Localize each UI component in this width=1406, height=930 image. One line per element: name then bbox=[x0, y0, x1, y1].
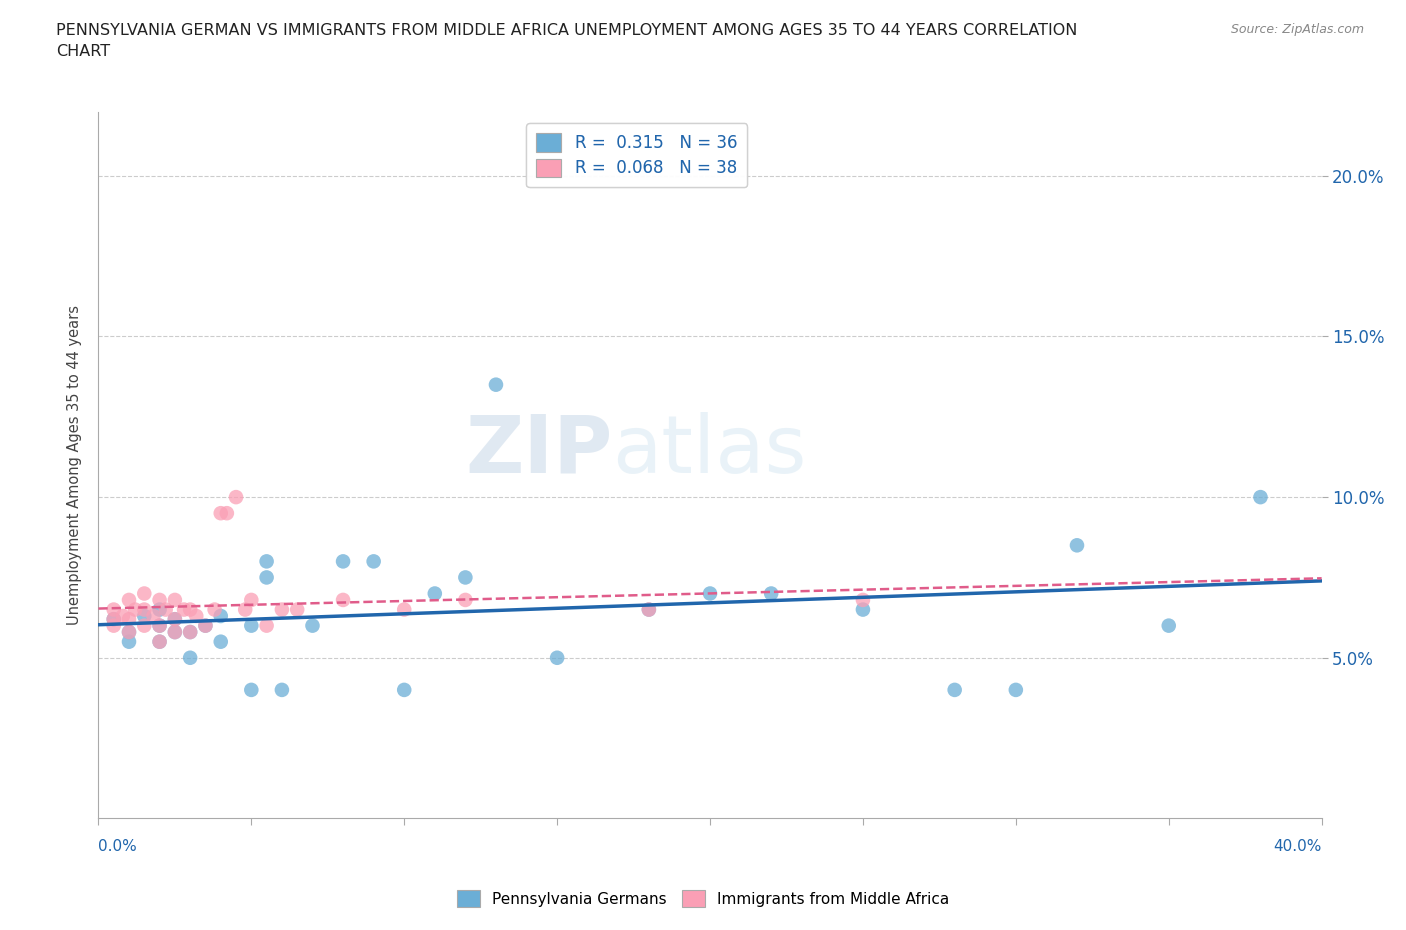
Point bbox=[134, 618, 156, 633]
Point bbox=[149, 634, 172, 649]
Point bbox=[194, 618, 217, 633]
Point bbox=[1004, 683, 1026, 698]
Point bbox=[233, 602, 256, 617]
Point bbox=[240, 618, 263, 633]
Point bbox=[149, 618, 172, 633]
Point bbox=[363, 554, 385, 569]
Point bbox=[155, 602, 177, 617]
Point bbox=[285, 602, 308, 617]
Point bbox=[256, 554, 278, 569]
Point bbox=[332, 554, 354, 569]
Point bbox=[118, 592, 141, 607]
Point bbox=[392, 683, 416, 698]
Point bbox=[179, 625, 201, 640]
Point bbox=[270, 683, 292, 698]
Point bbox=[209, 506, 232, 521]
Point bbox=[852, 602, 875, 617]
Point bbox=[111, 608, 134, 623]
Point bbox=[637, 602, 661, 617]
Point bbox=[118, 634, 141, 649]
Point bbox=[163, 592, 186, 607]
Point bbox=[103, 618, 125, 633]
Point bbox=[332, 592, 354, 607]
Text: PENNSYLVANIA GERMAN VS IMMIGRANTS FROM MIDDLE AFRICA UNEMPLOYMENT AMONG AGES 35 : PENNSYLVANIA GERMAN VS IMMIGRANTS FROM M… bbox=[56, 23, 1077, 60]
Point bbox=[423, 586, 446, 601]
Point bbox=[637, 602, 661, 617]
Point bbox=[240, 592, 263, 607]
Point bbox=[215, 506, 238, 521]
Text: Source: ZipAtlas.com: Source: ZipAtlas.com bbox=[1230, 23, 1364, 36]
Point bbox=[256, 570, 278, 585]
Point bbox=[134, 602, 156, 617]
Text: 40.0%: 40.0% bbox=[1274, 839, 1322, 854]
Point bbox=[759, 586, 782, 601]
Point bbox=[179, 602, 201, 617]
Point bbox=[179, 625, 201, 640]
Point bbox=[186, 608, 208, 623]
Point bbox=[209, 634, 232, 649]
Point bbox=[699, 586, 721, 601]
Point bbox=[118, 625, 141, 640]
Point bbox=[301, 618, 323, 633]
Point bbox=[179, 650, 201, 665]
Point bbox=[118, 612, 141, 627]
Point bbox=[103, 612, 125, 627]
Point bbox=[194, 618, 217, 633]
Point bbox=[149, 618, 172, 633]
Legend: R =  0.315   N = 36, R =  0.068   N = 38: R = 0.315 N = 36, R = 0.068 N = 38 bbox=[526, 124, 747, 188]
Point bbox=[142, 608, 165, 623]
Point bbox=[103, 612, 125, 627]
Point bbox=[124, 602, 146, 617]
Text: ZIP: ZIP bbox=[465, 412, 612, 490]
Point bbox=[134, 586, 156, 601]
Point bbox=[852, 592, 875, 607]
Point bbox=[225, 490, 247, 505]
Point bbox=[134, 608, 156, 623]
Point bbox=[392, 602, 416, 617]
Point bbox=[1157, 618, 1180, 633]
Point bbox=[454, 570, 477, 585]
Point bbox=[149, 602, 172, 617]
Legend: Pennsylvania Germans, Immigrants from Middle Africa: Pennsylvania Germans, Immigrants from Mi… bbox=[451, 884, 955, 913]
Point bbox=[149, 634, 172, 649]
Point bbox=[163, 612, 186, 627]
Point bbox=[118, 625, 141, 640]
Point bbox=[256, 618, 278, 633]
Point bbox=[204, 602, 226, 617]
Y-axis label: Unemployment Among Ages 35 to 44 years: Unemployment Among Ages 35 to 44 years bbox=[67, 305, 83, 625]
Point bbox=[163, 625, 186, 640]
Point bbox=[546, 650, 568, 665]
Point bbox=[209, 608, 232, 623]
Point bbox=[1249, 490, 1271, 505]
Text: 0.0%: 0.0% bbox=[98, 839, 138, 854]
Point bbox=[1066, 538, 1088, 552]
Point bbox=[149, 592, 172, 607]
Text: atlas: atlas bbox=[612, 412, 807, 490]
Point bbox=[163, 612, 186, 627]
Point bbox=[270, 602, 292, 617]
Point bbox=[454, 592, 477, 607]
Point bbox=[173, 602, 195, 617]
Point bbox=[103, 602, 125, 617]
Point bbox=[163, 625, 186, 640]
Point bbox=[943, 683, 966, 698]
Point bbox=[240, 683, 263, 698]
Point bbox=[485, 378, 508, 392]
